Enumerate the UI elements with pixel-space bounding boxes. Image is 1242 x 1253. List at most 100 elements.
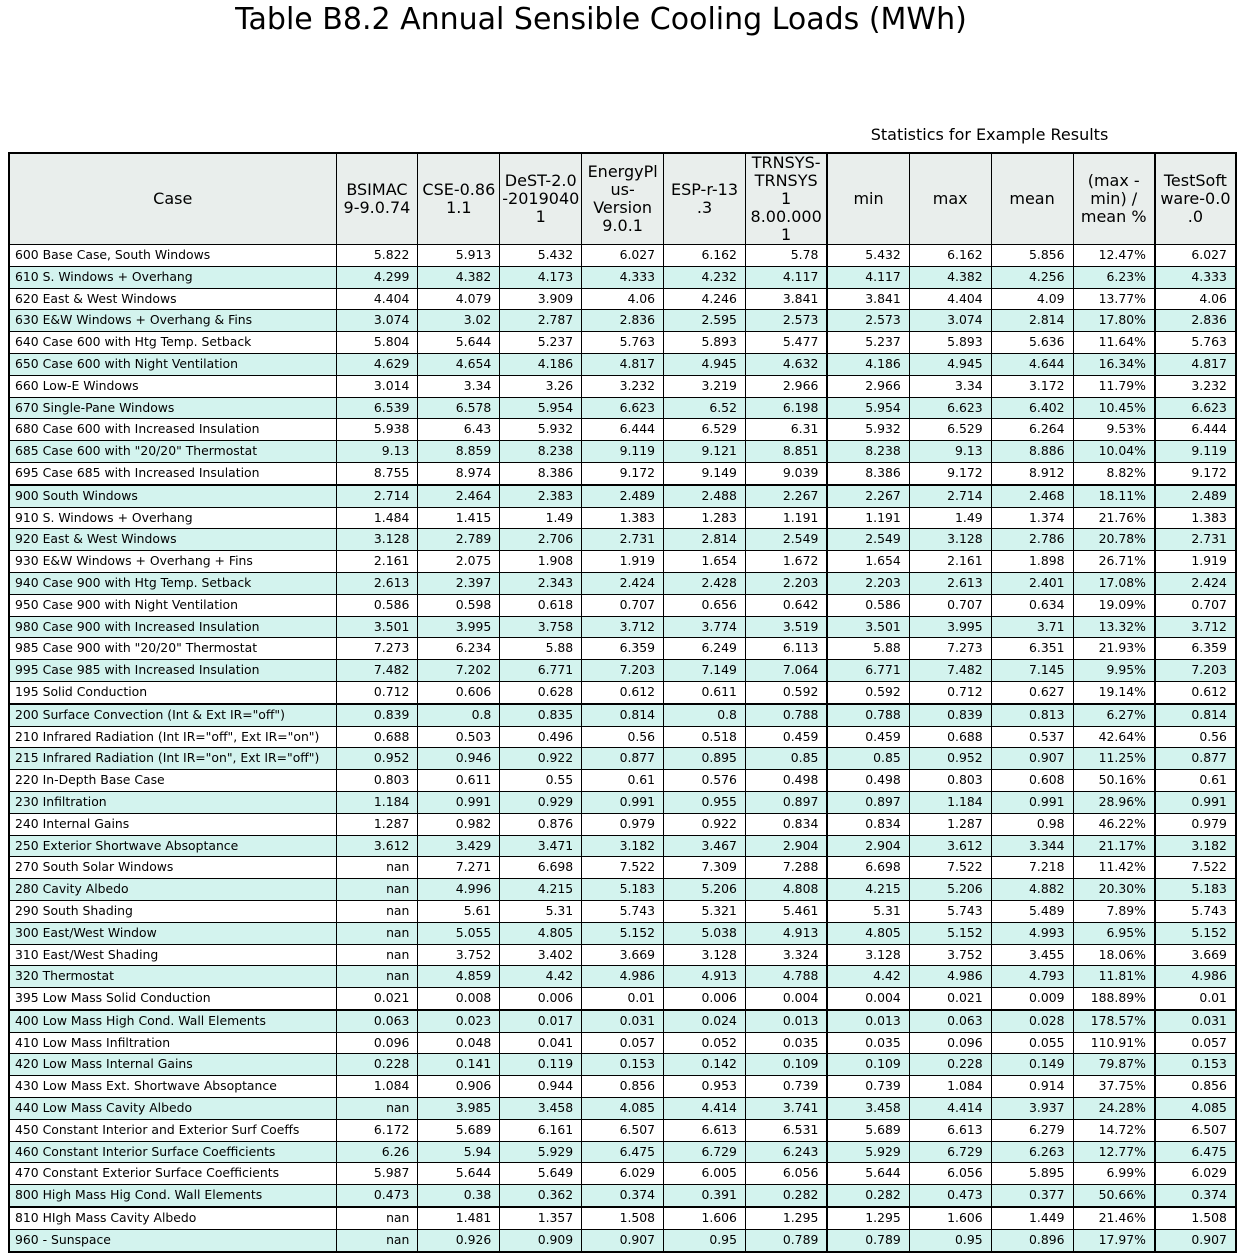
- value-cell: 9.172: [908, 461, 992, 486]
- value-cell: 4.629: [335, 352, 419, 376]
- value-cell: 5.743: [581, 899, 665, 923]
- value-cell: 110.91%: [1072, 1031, 1156, 1055]
- case-cell: 460 Constant Interior Surface Coefficien…: [8, 1140, 337, 1164]
- column-header: TestSoft ware-0.0.0: [1153, 152, 1237, 245]
- value-cell: 0.611: [417, 769, 501, 792]
- value-cell: 13.32%: [1072, 615, 1156, 639]
- value-cell: 4.996: [417, 878, 501, 901]
- value-cell: 6.264: [990, 418, 1074, 442]
- value-cell: 6.243: [744, 1140, 828, 1164]
- column-header: (max - min) / mean %: [1072, 152, 1156, 245]
- value-cell: 6.351: [990, 637, 1074, 661]
- value-cell: 0.459: [826, 725, 910, 749]
- value-cell: 6.056: [908, 1162, 992, 1186]
- value-cell: 6.056: [744, 1162, 828, 1186]
- value-cell: 0.031: [1153, 1008, 1237, 1033]
- value-cell: 4.085: [1153, 1097, 1237, 1120]
- value-cell: 0.906: [417, 1075, 501, 1099]
- value-cell: 28.96%: [1072, 790, 1156, 814]
- value-cell: 1.484: [335, 506, 419, 530]
- value-cell: 6.359: [1153, 637, 1237, 661]
- value-cell: 4.186: [499, 352, 583, 376]
- case-cell: 900 South Windows: [8, 483, 337, 508]
- value-cell: 6.402: [990, 396, 1074, 420]
- value-cell: 0.61: [581, 769, 665, 792]
- table-row: 660 Low-E Windows 3.014 3.34 3.26 3.232 3.219…: [8, 374, 1237, 398]
- table-row: 395 Low Mass Solid Conduction 0.021 0.008 0…: [8, 987, 1237, 1011]
- value-cell: 3.471: [499, 834, 583, 858]
- value-cell: 11.25%: [1072, 747, 1156, 771]
- column-header: max: [908, 152, 992, 245]
- value-cell: 17.08%: [1072, 571, 1156, 595]
- value-cell: 0.877: [581, 747, 665, 771]
- table-row: 320 Thermostat nan 4.859 4.42 4.986 4.913 4.78…: [8, 965, 1237, 989]
- value-cell: 0.922: [499, 747, 583, 771]
- value-cell: 5.31: [499, 899, 583, 923]
- value-cell: 0.024: [663, 1008, 746, 1033]
- case-cell: 310 East/West Shading: [8, 943, 337, 967]
- value-cell: 0.374: [1153, 1184, 1237, 1208]
- value-cell: 6.162: [908, 244, 992, 267]
- value-cell: 37.75%: [1072, 1075, 1156, 1099]
- value-cell: 17.97%: [1072, 1228, 1156, 1253]
- case-cell: 910 S. Windows + Overhang: [8, 506, 337, 530]
- value-cell: 0.228: [335, 1053, 419, 1077]
- case-cell: 610 S. Windows + Overhang: [8, 265, 337, 289]
- value-cell: 4.06: [581, 287, 665, 311]
- value-cell: 5.954: [499, 396, 583, 420]
- table-row: 300 East/West Window nan 5.055 4.805 5.152 5.…: [8, 921, 1237, 945]
- value-cell: 6.475: [1153, 1140, 1237, 1164]
- value-cell: 0.56: [1153, 725, 1237, 749]
- value-cell: nan: [335, 943, 419, 967]
- value-cell: 0.627: [990, 680, 1074, 705]
- column-header: BSIMAC 9-9.0.74: [335, 152, 419, 245]
- value-cell: 0.592: [826, 680, 910, 705]
- value-cell: 6.99%: [1072, 1162, 1156, 1186]
- case-cell: 985 Case 900 with "20/20" Thermostat: [8, 637, 337, 661]
- value-cell: 6.578: [417, 396, 501, 420]
- cooling-loads-table: Case BSIMAC 9-9.0.74 CSE-0.86 1.1 DeST-2.0 -20…: [8, 152, 1237, 1253]
- value-cell: 3.841: [826, 287, 910, 311]
- value-cell: 0.688: [908, 725, 992, 749]
- value-cell: 79.87%: [1072, 1053, 1156, 1077]
- value-cell: 1.357: [499, 1206, 583, 1230]
- value-cell: 2.203: [744, 571, 828, 595]
- value-cell: 4.246: [663, 287, 746, 311]
- value-cell: 0.991: [990, 790, 1074, 814]
- value-cell: 3.34: [908, 374, 992, 398]
- value-cell: 1.654: [663, 550, 746, 573]
- value-cell: 5.152: [581, 921, 665, 945]
- value-cell: 3.612: [335, 834, 419, 858]
- value-cell: 0.982: [417, 812, 501, 836]
- value-cell: nan: [335, 856, 419, 880]
- table-row: 440 Low Mass Cavity Albedo nan 3.985 3.458 4…: [8, 1097, 1237, 1120]
- value-cell: 4.882: [990, 878, 1074, 901]
- value-cell: 2.161: [335, 550, 419, 573]
- value-cell: 178.57%: [1072, 1008, 1156, 1033]
- table-row: 280 Cavity Albedo nan 4.996 4.215 5.183 5.206…: [8, 878, 1237, 901]
- value-cell: 6.444: [1153, 418, 1237, 442]
- value-cell: 0.856: [1153, 1075, 1237, 1099]
- value-cell: 0.95: [663, 1228, 746, 1253]
- table-row: 450 Constant Interior and Exterior Surf …: [8, 1118, 1237, 1142]
- value-cell: 4.42: [499, 965, 583, 989]
- value-cell: 3.937: [990, 1097, 1074, 1120]
- value-cell: 21.93%: [1072, 637, 1156, 661]
- value-cell: 7.218: [990, 856, 1074, 880]
- value-cell: 7.145: [990, 659, 1074, 682]
- value-cell: 2.464: [417, 483, 501, 508]
- value-cell: 3.324: [744, 943, 828, 967]
- value-cell: 5.183: [1153, 878, 1237, 901]
- value-cell: 4.632: [744, 352, 828, 376]
- value-cell: 3.712: [581, 615, 665, 639]
- value-cell: 0.142: [663, 1053, 746, 1077]
- value-cell: 2.424: [1153, 571, 1237, 595]
- case-cell: 800 High Mass Hig Cond. Wall Elements: [8, 1184, 337, 1208]
- value-cell: 5.689: [826, 1118, 910, 1142]
- case-cell: 470 Constant Exterior Surface Coefficien…: [8, 1162, 337, 1186]
- table-row: 230 Infiltration 1.184 0.991 0.929 0.991 0.95…: [8, 790, 1237, 814]
- column-header: CSE-0.86 1.1: [417, 152, 501, 245]
- value-cell: 46.22%: [1072, 812, 1156, 836]
- value-cell: 0.634: [990, 593, 1074, 617]
- value-cell: 0.835: [499, 702, 583, 727]
